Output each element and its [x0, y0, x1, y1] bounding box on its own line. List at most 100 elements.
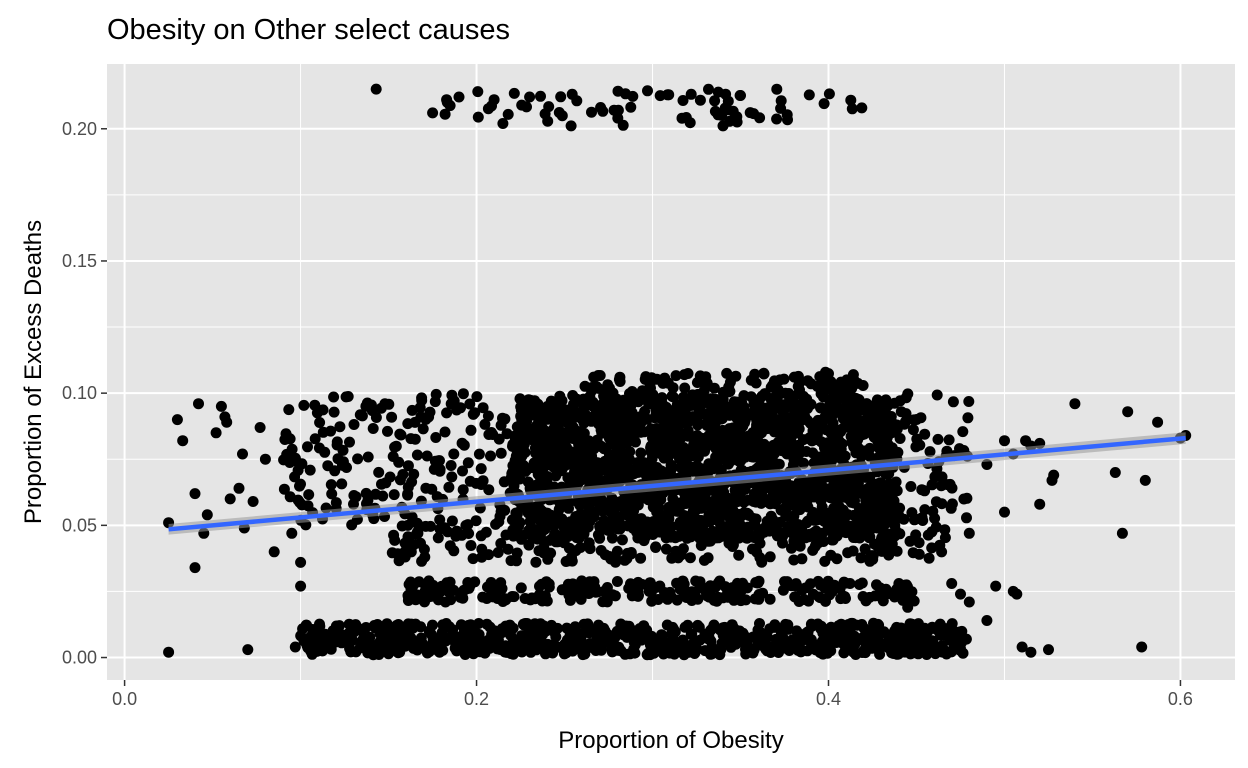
data-point: [327, 625, 339, 637]
data-point: [317, 404, 329, 416]
data-point: [593, 641, 605, 652]
data-point: [242, 644, 254, 656]
data-point: [871, 394, 883, 406]
data-point: [611, 576, 623, 587]
data-point: [907, 624, 919, 636]
data-point: [521, 464, 533, 476]
data-point: [546, 412, 558, 424]
data-point: [802, 626, 814, 638]
data-point: [352, 453, 364, 465]
data-point: [719, 581, 731, 593]
data-point: [362, 451, 374, 463]
data-point: [834, 424, 846, 436]
data-point: [660, 543, 672, 555]
data-point: [480, 526, 492, 538]
data-point: [749, 368, 761, 380]
data-point: [908, 414, 920, 426]
data-point: [857, 380, 869, 391]
data-point: [597, 105, 609, 117]
data-point: [592, 370, 604, 381]
data-point: [610, 464, 622, 476]
data-point: [471, 391, 483, 403]
data-point: [389, 441, 401, 453]
data-point: [692, 620, 704, 632]
data-point: [495, 447, 507, 459]
data-point: [733, 417, 745, 429]
data-point: [809, 540, 821, 552]
data-point: [704, 484, 716, 496]
data-point: [627, 90, 639, 102]
data-point: [544, 514, 556, 526]
data-point: [371, 620, 383, 632]
data-point: [420, 482, 432, 494]
data-point: [840, 412, 852, 424]
data-point: [690, 575, 702, 587]
data-point: [730, 638, 742, 650]
data-point: [869, 641, 881, 653]
data-point: [756, 556, 768, 568]
data-point: [788, 535, 800, 547]
data-point: [476, 543, 488, 555]
data-point: [319, 446, 331, 458]
data-point: [906, 507, 918, 519]
data-point: [505, 555, 517, 567]
data-point: [465, 424, 477, 436]
data-point: [646, 522, 657, 534]
data-point: [577, 647, 589, 659]
data-point: [919, 428, 931, 440]
data-point: [902, 388, 914, 400]
data-point: [201, 509, 213, 521]
y-tick-label: 0.00: [62, 648, 97, 668]
data-point: [389, 534, 401, 546]
data-point: [781, 643, 793, 654]
data-point: [926, 542, 938, 554]
data-point: [684, 510, 696, 522]
data-point: [864, 450, 876, 462]
data-point: [709, 95, 721, 107]
data-point: [875, 586, 887, 598]
data-point: [626, 430, 637, 442]
data-point: [365, 399, 377, 411]
data-point: [460, 632, 472, 644]
data-point: [189, 562, 201, 574]
data-point: [845, 94, 857, 106]
data-point: [527, 532, 539, 543]
data-point: [583, 537, 595, 549]
data-point: [668, 648, 680, 660]
data-point: [852, 478, 864, 490]
data-point: [505, 629, 517, 641]
data-point: [775, 504, 787, 516]
data-point: [344, 436, 355, 448]
data-point: [578, 427, 590, 439]
data-point: [519, 446, 531, 458]
data-point: [717, 386, 729, 398]
data-point: [278, 483, 290, 495]
data-point: [635, 513, 647, 525]
data-point: [367, 423, 379, 434]
data-point: [1048, 469, 1060, 481]
data-point: [393, 456, 405, 468]
data-point: [569, 639, 581, 651]
data-point: [842, 509, 854, 521]
data-point: [778, 373, 790, 385]
data-point: [254, 422, 266, 433]
data-point: [488, 94, 500, 106]
data-point: [539, 108, 551, 120]
data-point: [563, 502, 574, 514]
data-point: [825, 427, 837, 439]
data-point: [711, 491, 723, 503]
data-point: [867, 553, 879, 565]
data-point: [750, 377, 762, 389]
data-point: [376, 478, 387, 490]
regression-line: [168, 435, 1186, 532]
data-point: [696, 463, 708, 475]
x-tick-label: 0.6: [1168, 689, 1193, 709]
data-point: [434, 514, 446, 526]
data-point: [753, 528, 765, 539]
data-point: [751, 546, 763, 558]
data-point: [716, 527, 728, 539]
data-point: [771, 113, 783, 125]
data-point: [568, 523, 580, 535]
data-point: [467, 553, 479, 565]
data-point: [663, 89, 675, 101]
